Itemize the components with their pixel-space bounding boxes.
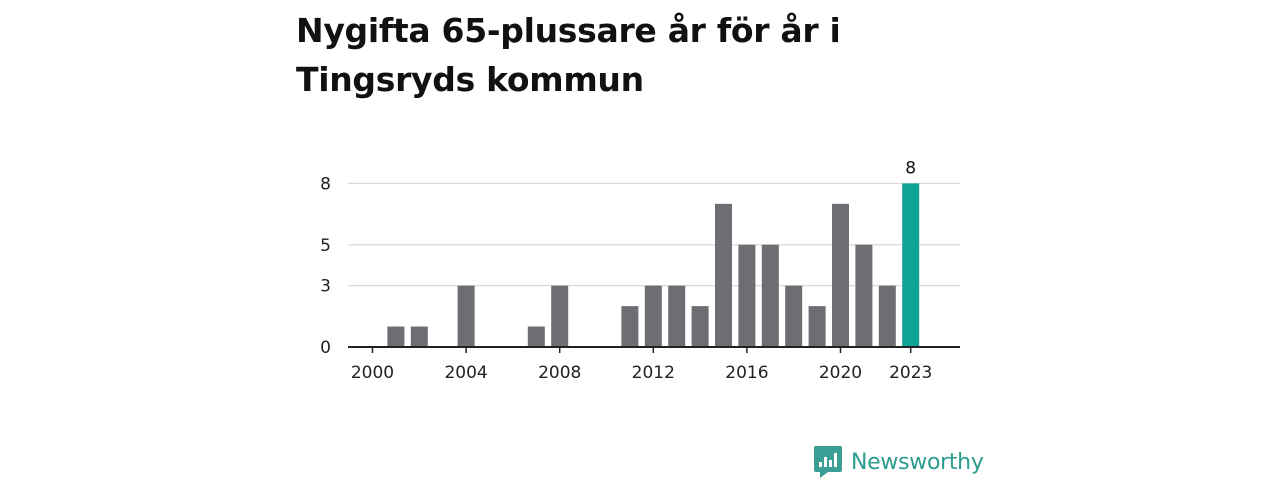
bar-2014	[691, 306, 709, 347]
bar-2012	[644, 285, 662, 347]
bar-2015	[715, 203, 732, 347]
bar-2021	[855, 244, 873, 347]
x-tick-label: 2008	[538, 363, 581, 383]
bar-2019	[808, 306, 826, 347]
bar-2002	[410, 326, 428, 347]
bar-2016	[738, 244, 756, 347]
bars	[387, 183, 920, 347]
y-tick-label: 5	[320, 236, 331, 256]
x-tick-label: 2020	[819, 363, 862, 383]
bar-2008	[551, 285, 569, 347]
x-tick-label: 2000	[351, 363, 394, 383]
bar-2017	[761, 244, 779, 347]
y-tick-label: 8	[320, 174, 331, 194]
bar-2018	[785, 285, 803, 347]
newsworthy-logo-icon	[814, 446, 842, 478]
bar-2007	[527, 326, 545, 347]
bar-2020	[832, 203, 849, 347]
bar-2023	[902, 183, 920, 347]
brand-name: Newsworthy	[851, 449, 984, 475]
newsworthy-logo: Newsworthy	[814, 446, 984, 478]
x-tick-label: 2016	[725, 363, 768, 383]
y-tick-label: 3	[320, 277, 331, 297]
y-tick-label: 0	[320, 338, 331, 358]
bar-2004	[457, 285, 475, 347]
bar-2013	[668, 285, 686, 347]
x-tick-label: 2004	[444, 363, 487, 383]
bar-2011	[621, 306, 639, 347]
tick-labels: 0 3 5 8 8 2000 2004 2008 2012 2016 2020 2023	[320, 158, 932, 383]
value-label: 8	[905, 158, 916, 178]
x-tick-label: 2023	[889, 363, 932, 383]
x-axis	[348, 346, 960, 353]
bar-chart: 0 3 5 8 8 2000 2004 2008 2012 2016 2020 2023	[320, 158, 960, 383]
chart-title: Nygifta 65-plussare år för år i Tingsryd…	[296, 11, 841, 99]
bar-2001	[387, 326, 405, 347]
bar-2022	[878, 285, 896, 347]
x-tick-label: 2012	[632, 363, 675, 383]
